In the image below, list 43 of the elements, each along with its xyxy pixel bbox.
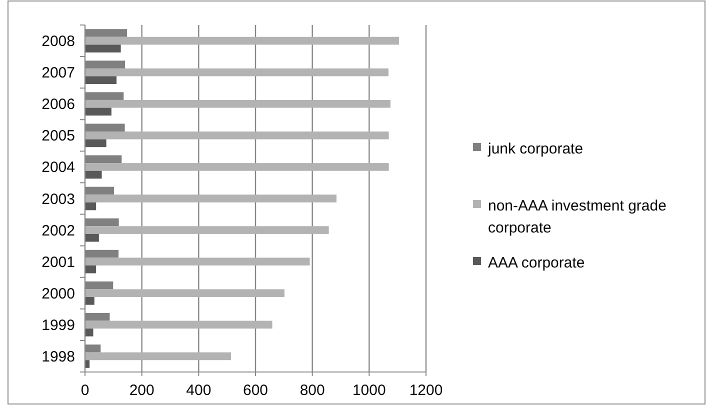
y-tick-label: 2007: [42, 64, 75, 82]
legend-label: AAA corporate: [488, 254, 585, 272]
y-tick-label: 2004: [42, 159, 75, 176]
y-tick-label: 2008: [42, 33, 75, 50]
bar: [85, 202, 96, 210]
y-tick-label: 2001: [42, 254, 75, 271]
x-tick-label: 0: [80, 382, 90, 399]
x-tick-label: 1000: [352, 382, 386, 399]
bar: [85, 68, 388, 76]
y-tick-label: 2002: [42, 222, 75, 240]
bar: [85, 226, 329, 234]
bar: [85, 194, 336, 202]
bar: [85, 352, 232, 360]
bar: [85, 328, 94, 336]
x-tick-label: 600: [242, 382, 268, 399]
bar: [85, 265, 96, 274]
bar: [85, 44, 121, 52]
x-tick-label: 400: [186, 382, 212, 399]
legend-label: non-AAA investment grade corporate: [488, 197, 666, 236]
bar: [85, 170, 102, 179]
y-tick-label: 1998: [42, 348, 75, 366]
bar: [85, 108, 112, 116]
bar: [85, 297, 94, 305]
y-tick-label: 2005: [42, 128, 75, 145]
bar: [85, 234, 99, 242]
y-tick-label: 1999: [42, 316, 75, 334]
x-tick-label: 800: [300, 382, 325, 399]
legend-label: junk corporate: [487, 140, 584, 158]
y-tick-label: 2006: [42, 96, 75, 114]
x-tick-label: 200: [129, 382, 154, 399]
bar: [85, 258, 310, 266]
bar: [85, 139, 106, 148]
bar: [85, 360, 90, 368]
bar: [85, 36, 400, 45]
bar: [85, 132, 389, 140]
bar: [85, 320, 272, 329]
bar: [85, 76, 117, 84]
x-tick-label: 1200: [409, 382, 443, 399]
bar: [85, 289, 284, 298]
y-tick-label: 2003: [42, 190, 75, 208]
bar: [85, 100, 390, 108]
y-tick-label: 2000: [42, 285, 75, 302]
bar: [85, 163, 389, 171]
